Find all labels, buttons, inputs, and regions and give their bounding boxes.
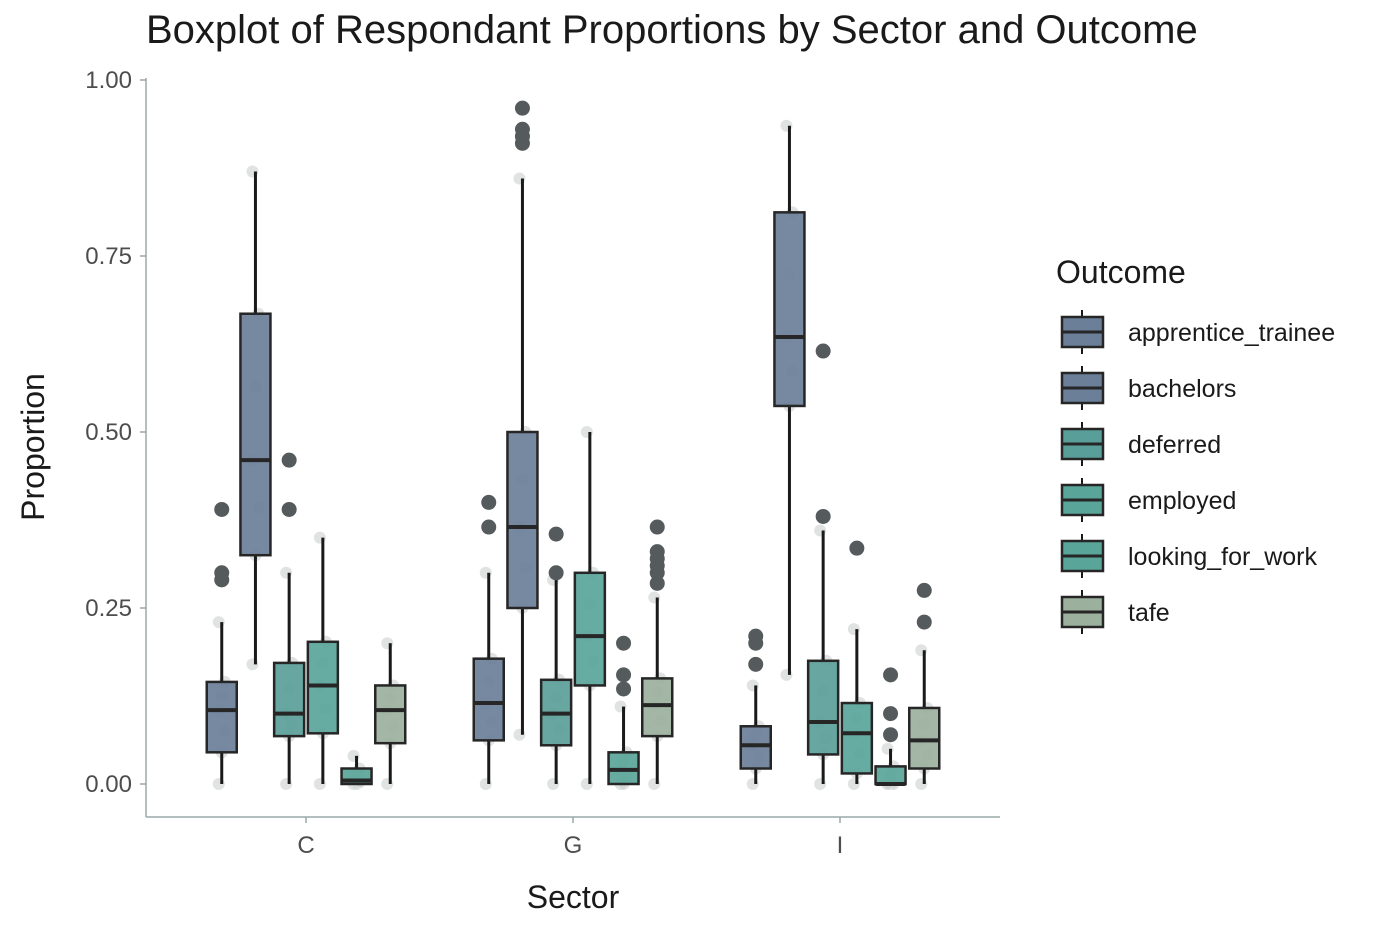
y-tick-label: 0.00	[85, 771, 132, 798]
legend-item-apprentice_trainee: apprentice_trainee	[1060, 310, 1335, 354]
outlier-point	[214, 565, 230, 581]
x-tick-label: C	[297, 832, 314, 859]
box-deferred-I	[806, 343, 840, 790]
box-body	[806, 659, 840, 756]
outlier-point	[481, 494, 497, 510]
chart-title: Boxplot of Respondant Proportions by Sec…	[146, 8, 1198, 52]
outlier-point	[883, 706, 899, 722]
y-tick-label: 0.75	[85, 243, 132, 270]
box-bachelors-G	[506, 100, 539, 741]
legend-title: Outcome	[1056, 254, 1186, 290]
outlier-point	[883, 727, 899, 743]
box-body	[374, 684, 407, 745]
x-tick-label: G	[564, 832, 583, 859]
legend-label: bachelors	[1128, 375, 1236, 403]
legend-label: deferred	[1128, 431, 1221, 459]
outlier-point	[514, 121, 530, 137]
box-body	[239, 312, 272, 557]
box-body	[205, 680, 238, 754]
outlier-point	[883, 667, 899, 683]
box-body	[506, 430, 539, 610]
box-deferred-C	[272, 452, 306, 790]
outlier-point	[649, 575, 665, 591]
legend-label: apprentice_trainee	[1128, 319, 1335, 347]
outlier-point	[916, 614, 932, 630]
outlier-point	[616, 635, 632, 651]
outlier-point	[616, 681, 632, 697]
box-body	[472, 657, 505, 742]
outlier-point	[616, 667, 632, 683]
box-body	[272, 661, 306, 738]
box-apprentice_trainee-G	[472, 494, 505, 790]
box-body	[573, 571, 607, 687]
box-body	[840, 701, 874, 775]
outlier-point	[748, 628, 764, 644]
box-looking_for_work-G	[607, 635, 640, 790]
box-deferred-G	[539, 526, 573, 790]
box-bachelors-I	[773, 119, 806, 681]
outlier-point	[214, 501, 230, 517]
box-body	[908, 706, 941, 770]
y-tick-label: 1.00	[85, 67, 132, 94]
x-tick-label: I	[837, 832, 844, 859]
outlier-point	[548, 565, 564, 581]
legend-item-deferred: deferred	[1060, 422, 1221, 466]
box-body	[306, 640, 340, 735]
outlier-point	[514, 100, 530, 116]
outlier-point	[916, 582, 932, 598]
box-employed-G	[573, 426, 607, 790]
legend-label: employed	[1128, 487, 1236, 515]
box-body	[773, 211, 806, 408]
outlier-point	[815, 343, 831, 359]
outlier-point	[849, 540, 865, 556]
outlier-point	[281, 452, 297, 468]
legend-label: tafe	[1128, 599, 1170, 627]
outlier-point	[649, 544, 665, 560]
y-tick-label: 0.25	[85, 595, 132, 622]
legend-item-bachelors: bachelors	[1060, 366, 1236, 410]
box-employed-C	[306, 531, 340, 790]
outlier-point	[748, 656, 764, 672]
legend-item-employed: employed	[1060, 478, 1236, 522]
box-tafe-G	[641, 519, 674, 790]
box-apprentice_trainee-C	[205, 501, 238, 790]
legend-item-tafe: tafe	[1060, 590, 1170, 634]
y-tick-label: 0.50	[85, 419, 132, 446]
x-axis-label: Sector	[527, 879, 620, 915]
box-looking_for_work-C	[340, 749, 373, 790]
box-tafe-C	[374, 637, 407, 790]
box-bachelors-C	[239, 165, 272, 671]
box-employed-I	[840, 540, 874, 790]
box-body	[739, 725, 772, 770]
box-body	[874, 765, 907, 786]
outlier-point	[548, 526, 564, 542]
y-axis-label: Proportion	[15, 373, 51, 521]
legend-label: looking_for_work	[1128, 543, 1317, 571]
outlier-point	[649, 519, 665, 535]
box-body	[641, 677, 674, 738]
box-apprentice_trainee-I	[739, 628, 772, 790]
legend-item-looking_for_work: looking_for_work	[1060, 534, 1317, 578]
outlier-point	[815, 508, 831, 524]
box-looking_for_work-I	[874, 667, 907, 790]
outlier-point	[281, 501, 297, 517]
outlier-point	[481, 519, 497, 535]
box-tafe-I	[908, 582, 941, 790]
